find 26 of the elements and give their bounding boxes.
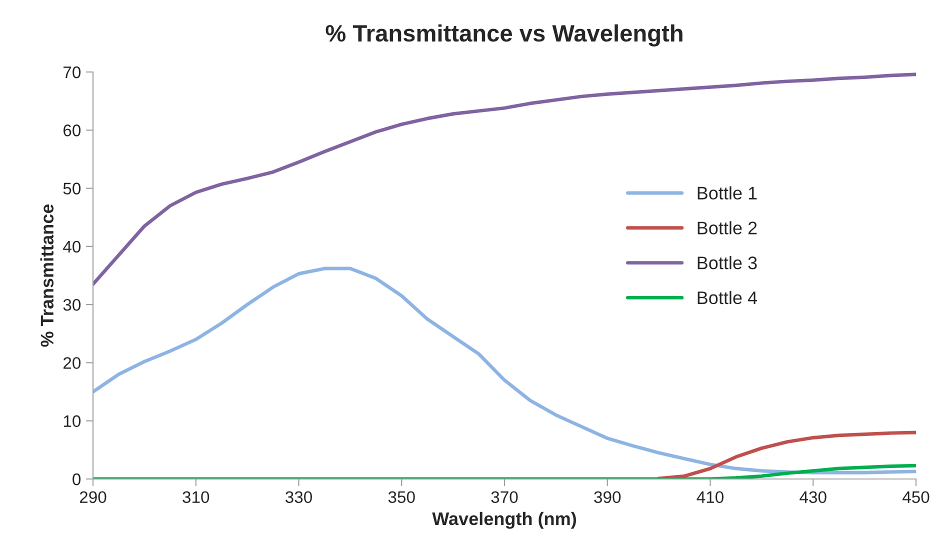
x-tick-label: 290 [80, 491, 106, 504]
legend-label: Bottle 1 [698, 186, 757, 200]
x-tick-label: 410 [696, 491, 724, 504]
x-tick-label: 450 [902, 491, 930, 504]
y-tick-label: 70 [64, 66, 81, 78]
x-tick-label: 330 [285, 491, 312, 504]
line-series [93, 72, 916, 286]
y-tick-label: 60 [64, 124, 81, 136]
y-tick-label: 50 [63, 182, 81, 194]
x-tick-label: 350 [388, 491, 415, 504]
legend-label: Bottle 2 [698, 221, 757, 234]
x-axis-title: Wavelength (nm) [432, 512, 576, 529]
x-tick-label: 370 [491, 491, 518, 504]
y-tick-label: 0 [72, 473, 81, 486]
x-tick-label: 430 [800, 491, 826, 504]
y-tick-label: 10 [64, 415, 81, 428]
chart-title: % Transmittance vs Wavelength [326, 24, 682, 46]
line-series [657, 430, 916, 479]
x-tick-label: 390 [594, 491, 621, 504]
legend-label: Bottle 4 [698, 290, 758, 304]
y-tick-label: 30 [63, 298, 81, 311]
y-tick-label: 40 [63, 240, 81, 253]
y-tick-label: 20 [63, 357, 81, 369]
x-tick-label: 310 [182, 491, 210, 504]
y-axis-title: % Transmittance [40, 204, 54, 347]
legend-label: Bottle 3 [698, 256, 757, 270]
